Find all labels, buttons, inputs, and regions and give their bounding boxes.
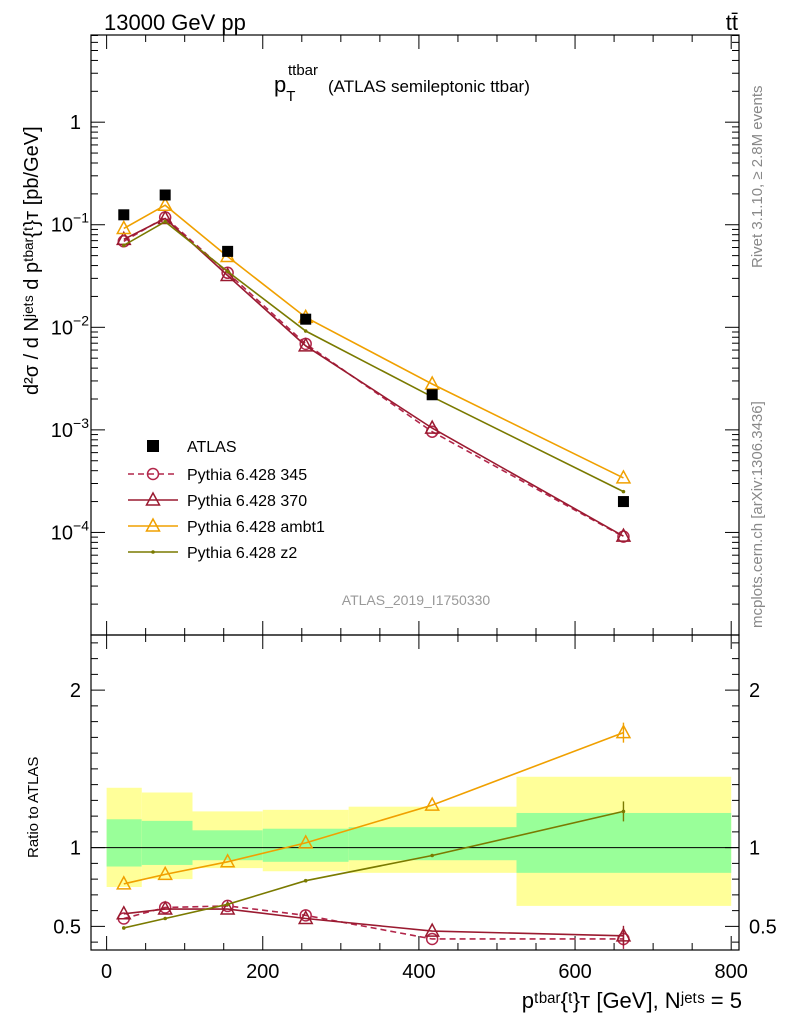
ratio-point-p370-1 (157, 900, 173, 915)
ratio-series-layer (116, 722, 632, 949)
y-axis-label-main: d²σ / d Nʲᵉᵗˢ d pᵗᵇᵃʳ{ᵗ}ᴛ [pb/GeV] (21, 126, 43, 395)
main-point-z2-2 (225, 269, 230, 274)
x-tick-label-0: 0 (101, 961, 112, 983)
process-label: tt̄ (726, 10, 738, 35)
ratio-ytick-label-right-2: 2 (749, 680, 760, 702)
atlas-point-4 (426, 389, 438, 401)
ratio-ytick-label-left-1: 1 (70, 838, 81, 860)
ratio-point-p345-4 (425, 932, 439, 946)
main-line-p370 (123, 217, 624, 537)
ratio-point-z2-2 (225, 902, 230, 907)
ratio-point-p370-3 (297, 909, 314, 925)
ratio-point-p370-4 (424, 922, 440, 937)
ratio-point-p370-0 (116, 905, 132, 920)
main-point-p370-5 (615, 527, 632, 542)
atlas-point-1 (159, 189, 171, 201)
ratio-uncertainty-bands (106, 776, 732, 906)
ratio-axis-ticks: 0 200 400 600 800 0.5 0.5 1 1 2 2 (53, 635, 777, 983)
x-tick-label-3: 600 (558, 961, 591, 983)
legend: ATLAS Pythia 6.428 345 Pythia 6.428 370 Py… (128, 439, 325, 562)
main-line-z2 (123, 220, 624, 493)
main-point-z2-0 (121, 243, 126, 248)
atlas-point-3 (300, 313, 312, 325)
legend-label-p370: Pythia 6.428 370 (187, 493, 307, 510)
ratio-point-ambt1-2 (219, 853, 236, 868)
main-point-p345-5 (617, 530, 630, 543)
main-point-ambt1-1 (157, 196, 173, 211)
chart-title: pTttbar(ATLAS semileptonic ttbar) (274, 62, 530, 105)
main-point-ambt1-0 (116, 219, 132, 235)
main-ytick-label-3: 10−1 (51, 210, 89, 237)
x-tick-label-1: 200 (246, 961, 279, 983)
atlas-point-5 (617, 496, 629, 508)
main-point-ambt1-5 (615, 469, 632, 484)
x-tick-label-2: 400 (402, 961, 435, 983)
main-point-p370-4 (424, 419, 440, 434)
legend-marker-ambt1 (145, 517, 161, 532)
ratio-line-ambt1 (123, 731, 624, 885)
band-inner-5 (516, 812, 732, 873)
ratio-ytick-label-right-1: 1 (749, 838, 760, 860)
band-inner-1 (141, 820, 193, 865)
ratio-line-z2 (123, 810, 624, 929)
ratio-point-ambt1-0 (116, 875, 132, 890)
main-ytick-label-0: 10−4 (51, 517, 89, 544)
legend-marker-p345 (146, 467, 160, 481)
ratio-point-ambt1-3 (297, 834, 314, 849)
ratio-point-ambt1-1 (157, 865, 173, 881)
main-ytick-label-4: 1 (70, 112, 81, 134)
legend-marker-z2 (151, 550, 155, 554)
x-axis-label: pᵗᵇᵃʳ{ᵗ}ᴛ [GeV], Nʲᵉᵗˢ = 5 (522, 988, 742, 1013)
y-axis-label-ratio: Ratio to ATLAS (25, 757, 42, 858)
main-axis-ticks: 10−4 10−3 10−2 10−1 1 (51, 35, 739, 635)
main-point-ambt1-4 (424, 375, 440, 390)
ratio-ytick-label-left-2: 2 (70, 680, 81, 702)
ratio-point-z2-0 (121, 926, 126, 930)
legend-marker-p370 (145, 491, 161, 506)
ratio-point-z2-4 (430, 853, 434, 858)
ratio-point-p345-3 (299, 909, 312, 922)
main-line-p345 (123, 216, 624, 538)
main-point-z2-5 (621, 489, 626, 494)
atlas-point-2 (222, 245, 234, 257)
ratio-ytick-label-left-0: 0.5 (53, 916, 81, 938)
band-inner-0 (106, 819, 142, 867)
main-line-ambt1 (123, 204, 624, 479)
atlas-data-points (118, 189, 629, 508)
ratio-panel-frame (90, 634, 740, 951)
analysis-watermark: ATLAS_2019_I1750330 (342, 592, 491, 608)
legend-atlas-marker (147, 440, 159, 452)
ratio-point-z2-3 (303, 878, 308, 883)
ratio-ytick-label-right-0: 0.5 (749, 916, 777, 938)
ratio-line-p370 (123, 908, 624, 937)
ratio-point-p370-2 (219, 900, 236, 915)
ratio-point-z2-1 (163, 916, 167, 921)
main-ytick-label-2: 10−2 (51, 312, 89, 339)
energy-label: 13000 GeV pp (104, 10, 246, 35)
mcplots-label: mcplots.cern.ch [arXiv:1306.3436] (749, 401, 766, 628)
main-point-z2-1 (163, 219, 167, 224)
legend-label-z2: Pythia 6.428 z2 (187, 545, 297, 562)
legend-atlas-label: ATLAS (187, 439, 237, 456)
ratio-point-ambt1-4 (424, 796, 440, 811)
legend-label-p345: Pythia 6.428 345 (187, 467, 307, 484)
atlas-point-0 (118, 209, 130, 221)
legend-label-ambt1: Pythia 6.428 ambt1 (187, 519, 325, 536)
main-series-layer (116, 196, 632, 543)
main-point-p370-3 (297, 337, 314, 352)
main-point-z2-3 (303, 329, 308, 333)
x-tick-label-4: 800 (715, 961, 748, 983)
main-ytick-label-1: 10−3 (51, 415, 89, 442)
rivet-version-label: Rivet 3.1.10, ≥ 2.8M events (749, 86, 766, 269)
